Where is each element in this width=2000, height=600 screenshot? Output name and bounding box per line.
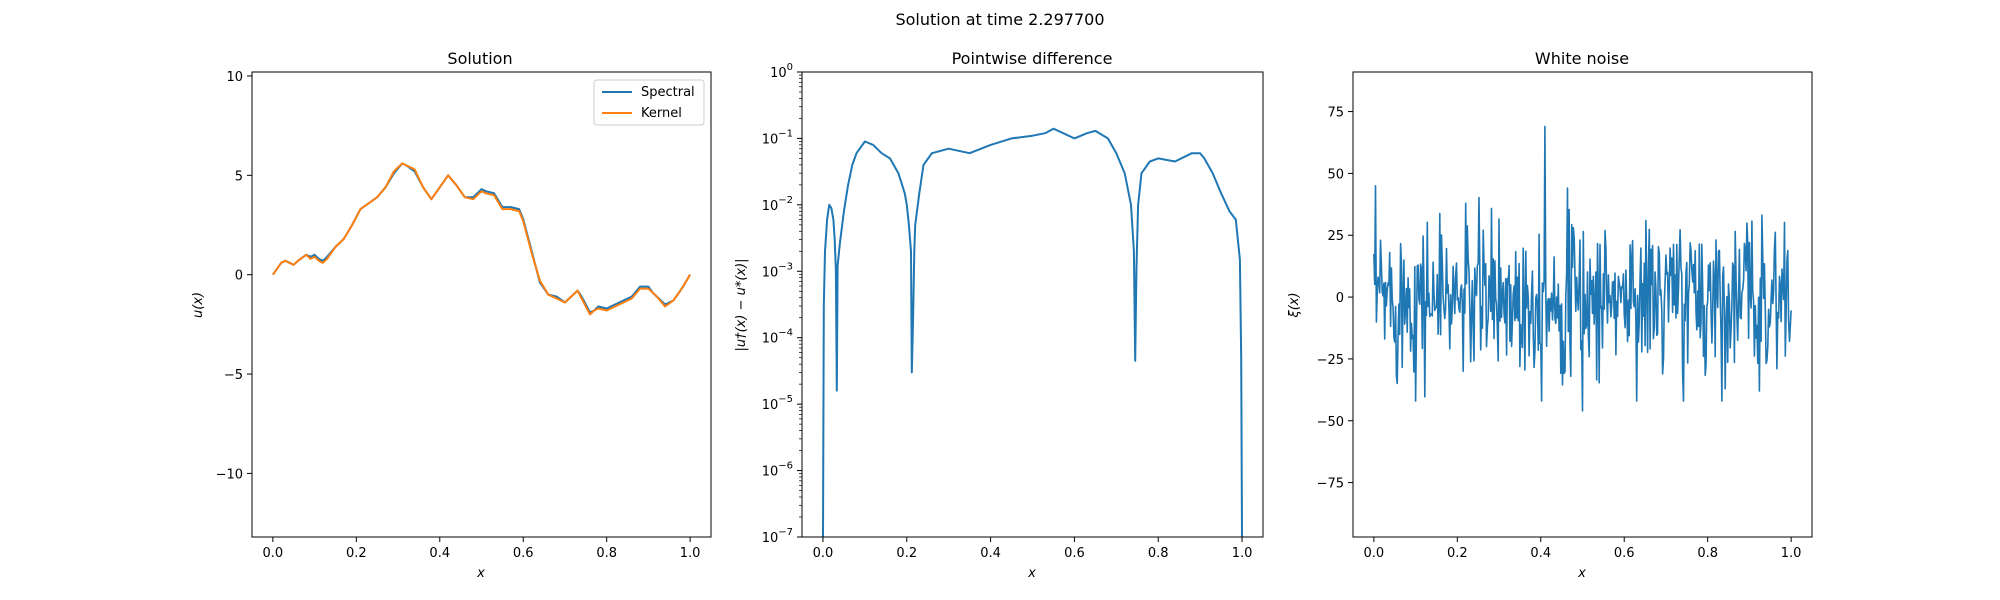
solution-title: Solution <box>447 49 512 68</box>
solution-xlabel: x <box>476 566 485 581</box>
y-tick-label: −10 <box>216 467 243 482</box>
difference-ylabel: |u†(x) − u*(x)| <box>734 258 749 351</box>
y-tick-label: 25 <box>1327 229 1344 244</box>
x-tick-label: 0.0 <box>813 546 834 561</box>
y-tick-label: −75 <box>1317 477 1344 492</box>
solution-ylabel: u(x) <box>191 292 206 318</box>
noise-xlabel: x <box>1577 566 1586 581</box>
solution-panel: Solution 0.0 0.2 0.4 0.6 0.8 1.0 10 5 0 −5 −10 x u… <box>191 49 712 581</box>
solution-legend: Spectral Kernel <box>593 79 705 126</box>
y-tick-label: 10 <box>226 70 243 85</box>
difference-marks: 0.0 0.2 0.4 0.6 0.8 1.0 10−7 10−6 10−5 10−4 10−3 10… <box>762 62 1253 561</box>
y-tick-label: 0 <box>235 269 243 284</box>
x-tick-label: 0.4 <box>1530 546 1551 561</box>
y-tick-label: 10−7 <box>762 527 793 546</box>
y-tick-label: 10−6 <box>762 461 793 480</box>
x-tick-label: 0.2 <box>896 546 917 561</box>
y-tick-label: 75 <box>1327 106 1344 121</box>
y-tick-label: 10−1 <box>762 128 793 147</box>
x-tick-label: 1.0 <box>1232 546 1253 561</box>
y-tick-label: 0 <box>1336 291 1344 306</box>
y-tick-label: 10−5 <box>762 394 793 413</box>
x-tick-label: 0.8 <box>1148 546 1169 561</box>
figure-suptitle: Solution at time 2.297700 <box>895 10 1104 29</box>
legend-label-spectral: Spectral <box>641 85 695 100</box>
series-line-difference <box>822 127 1243 538</box>
x-tick-label: 0.4 <box>980 546 1001 561</box>
x-tick-label: 0.8 <box>1697 546 1718 561</box>
solution-axes-frame <box>251 71 712 538</box>
y-tick-label: 10−4 <box>762 328 793 347</box>
y-tick-label: 100 <box>770 62 793 81</box>
series-line-spectral <box>272 162 691 314</box>
y-tick-label: −25 <box>1317 353 1344 368</box>
solution-marks: 0.0 0.2 0.4 0.6 0.8 1.0 10 5 0 −5 −10 <box>216 70 701 561</box>
noise-title: White noise <box>1535 49 1629 68</box>
series-line-kernel <box>272 162 691 316</box>
x-tick-label: 1.0 <box>680 546 701 561</box>
difference-panel: Pointwise difference 0.0 0.2 0.4 0.6 0.8 1.0 1… <box>734 49 1264 581</box>
x-tick-label: 0.2 <box>346 546 367 561</box>
x-tick-label: 0.6 <box>1614 546 1635 561</box>
x-tick-label: 1.0 <box>1781 546 1802 561</box>
noise-axes-frame <box>1352 71 1813 538</box>
noise-ylabel: ξ(x) <box>1287 292 1302 318</box>
x-tick-label: 0.6 <box>1064 546 1085 561</box>
x-tick-label: 0.6 <box>513 546 534 561</box>
x-tick-label: 0.4 <box>429 546 450 561</box>
difference-xlabel: x <box>1027 566 1036 581</box>
y-tick-label: −50 <box>1317 415 1344 430</box>
x-tick-label: 0.0 <box>1364 546 1385 561</box>
y-tick-label: 10−2 <box>762 195 793 214</box>
x-tick-label: 0.8 <box>596 546 617 561</box>
noise-panel: White noise 0.0 0.2 0.4 0.6 0.8 1.0 75 50 25 0 −25… <box>1287 49 1813 581</box>
y-tick-label: 5 <box>235 169 243 184</box>
x-tick-label: 0.0 <box>263 546 284 561</box>
y-tick-label: 50 <box>1327 167 1344 182</box>
difference-axes-frame <box>801 71 1264 538</box>
series-line-noise <box>1373 125 1792 412</box>
y-tick-label: 10−3 <box>762 261 793 280</box>
legend-label-kernel: Kernel <box>641 106 682 121</box>
y-tick-label: −5 <box>224 368 243 383</box>
x-tick-label: 0.2 <box>1447 546 1468 561</box>
difference-title: Pointwise difference <box>952 49 1113 68</box>
noise-marks: 0.0 0.2 0.4 0.6 0.8 1.0 75 50 25 0 −25 −50 −75 <box>1317 106 1802 561</box>
